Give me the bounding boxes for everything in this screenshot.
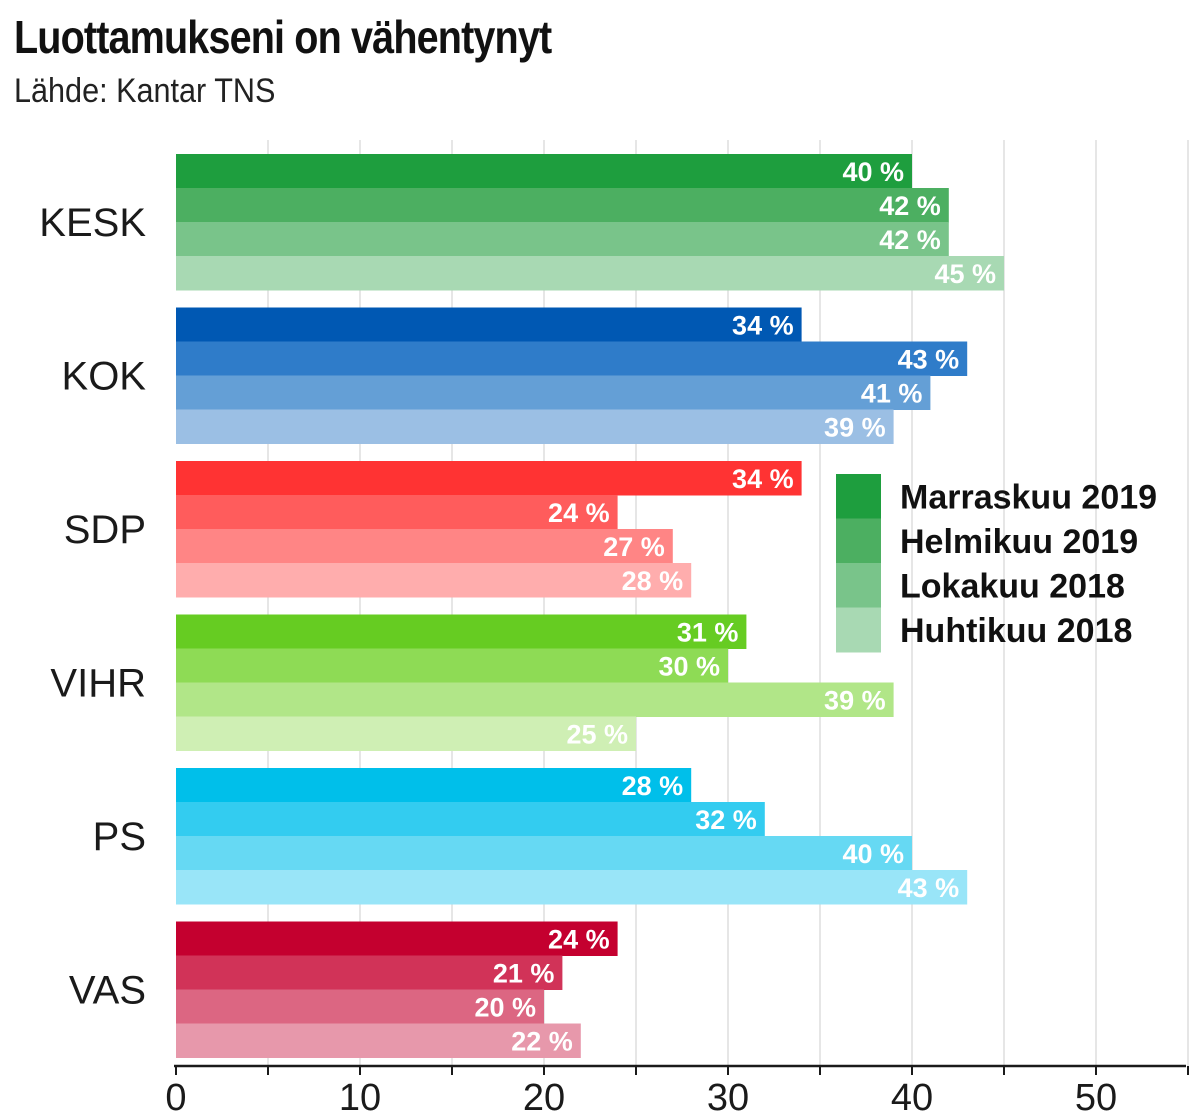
bar-sdp-2 <box>176 495 618 530</box>
bar-kok-3 <box>176 375 931 410</box>
bar-value-label: 45 % <box>934 259 996 289</box>
legend: Marraskuu 2019 Helmikuu 2019 Lokakuu 2018 H… <box>836 474 1157 653</box>
x-axis: 0 10 20 30 40 50 <box>165 1064 1189 1119</box>
bar-value-label: 21 % <box>493 959 555 989</box>
bar-kok-4 <box>176 409 894 444</box>
bar-value-label: 42 % <box>879 225 941 255</box>
chart-subtitle: Lähde: Kantar TNS <box>14 72 276 110</box>
bar-vihr-2 <box>176 648 728 683</box>
category-label-sdp: SDP <box>64 508 146 552</box>
bar-kok-2 <box>176 341 968 376</box>
bar-value-label: 43 % <box>898 873 960 903</box>
bar-value-label: 42 % <box>879 191 941 221</box>
grid-lines <box>267 140 1189 1066</box>
x-tick-label: 50 <box>1075 1077 1117 1119</box>
bar-ps-2 <box>176 802 765 837</box>
chart-title: Luottamukseni on vähentynyt <box>14 11 552 63</box>
x-tick-label: 20 <box>523 1077 565 1119</box>
bar-value-label: 22 % <box>511 1027 573 1057</box>
bar-value-label: 28 % <box>622 771 684 801</box>
bar-value-label: 28 % <box>622 566 684 596</box>
bar-kesk-3 <box>176 222 949 257</box>
bar-vihr-1 <box>176 614 747 649</box>
bar-value-label: 40 % <box>842 157 904 187</box>
category-label-ps: PS <box>93 815 146 859</box>
bar-kesk-2 <box>176 188 949 223</box>
bar-ps-1 <box>176 768 692 803</box>
bar-value-label: 39 % <box>824 686 886 716</box>
bar-vas-1 <box>176 921 618 956</box>
legend-swatch <box>836 474 881 519</box>
legend-label: Huhtikuu 2018 <box>900 612 1132 650</box>
bar-value-label: 40 % <box>842 839 904 869</box>
bar-ps-3 <box>176 836 912 871</box>
bar-kesk-1 <box>176 154 912 189</box>
bar-value-label: 27 % <box>603 532 665 562</box>
bar-vihr-4 <box>176 716 636 751</box>
bar-value-label: 31 % <box>677 618 739 648</box>
bar-sdp-3 <box>176 529 673 564</box>
legend-label: Lokakuu 2018 <box>900 567 1125 605</box>
legend-swatch <box>836 518 881 564</box>
bar-sdp-1 <box>176 461 802 496</box>
bar-value-label: 20 % <box>474 993 536 1023</box>
x-tick-label: 30 <box>707 1077 749 1119</box>
bar-value-label: 24 % <box>548 925 610 955</box>
bar-value-label: 41 % <box>861 379 923 409</box>
category-label-vihr: VIHR <box>50 662 146 706</box>
bar-ps-4 <box>176 870 968 905</box>
legend-label: Helmikuu 2019 <box>900 523 1138 561</box>
bar-vas-2 <box>176 955 563 990</box>
bar-vas-4 <box>176 1023 581 1058</box>
legend-swatch <box>836 607 881 653</box>
category-label-kok: KOK <box>62 355 147 399</box>
x-tick-label: 0 <box>165 1077 186 1119</box>
x-tick-label: 10 <box>339 1077 381 1119</box>
bar-value-label: 39 % <box>824 413 886 443</box>
bar-value-label: 30 % <box>658 652 720 682</box>
bar-labels: 40 % 42 % 42 % 45 % 34 % 43 % 41 % 39 % 34 % 24 %… <box>474 157 996 1057</box>
bars <box>176 154 1004 1058</box>
bar-value-label: 24 % <box>548 498 610 528</box>
bar-vihr-3 <box>176 682 894 717</box>
bar-sdp-4 <box>176 563 692 598</box>
bar-value-label: 34 % <box>732 464 794 494</box>
bar-kesk-4 <box>176 256 1004 291</box>
bar-vas-3 <box>176 989 544 1024</box>
bar-value-label: 25 % <box>566 720 628 750</box>
legend-label: Marraskuu 2019 <box>900 478 1157 516</box>
bar-value-label: 43 % <box>898 345 960 375</box>
category-label-kesk: KESK <box>39 201 146 245</box>
legend-swatch <box>836 563 881 608</box>
bar-value-label: 34 % <box>732 311 794 341</box>
bar-kok-1 <box>176 307 802 342</box>
bar-value-label: 32 % <box>695 805 757 835</box>
x-tick-label: 40 <box>891 1077 933 1119</box>
category-labels: KESK KOK SDP VIHR PS VAS <box>39 201 146 1013</box>
category-label-vas: VAS <box>69 969 146 1013</box>
